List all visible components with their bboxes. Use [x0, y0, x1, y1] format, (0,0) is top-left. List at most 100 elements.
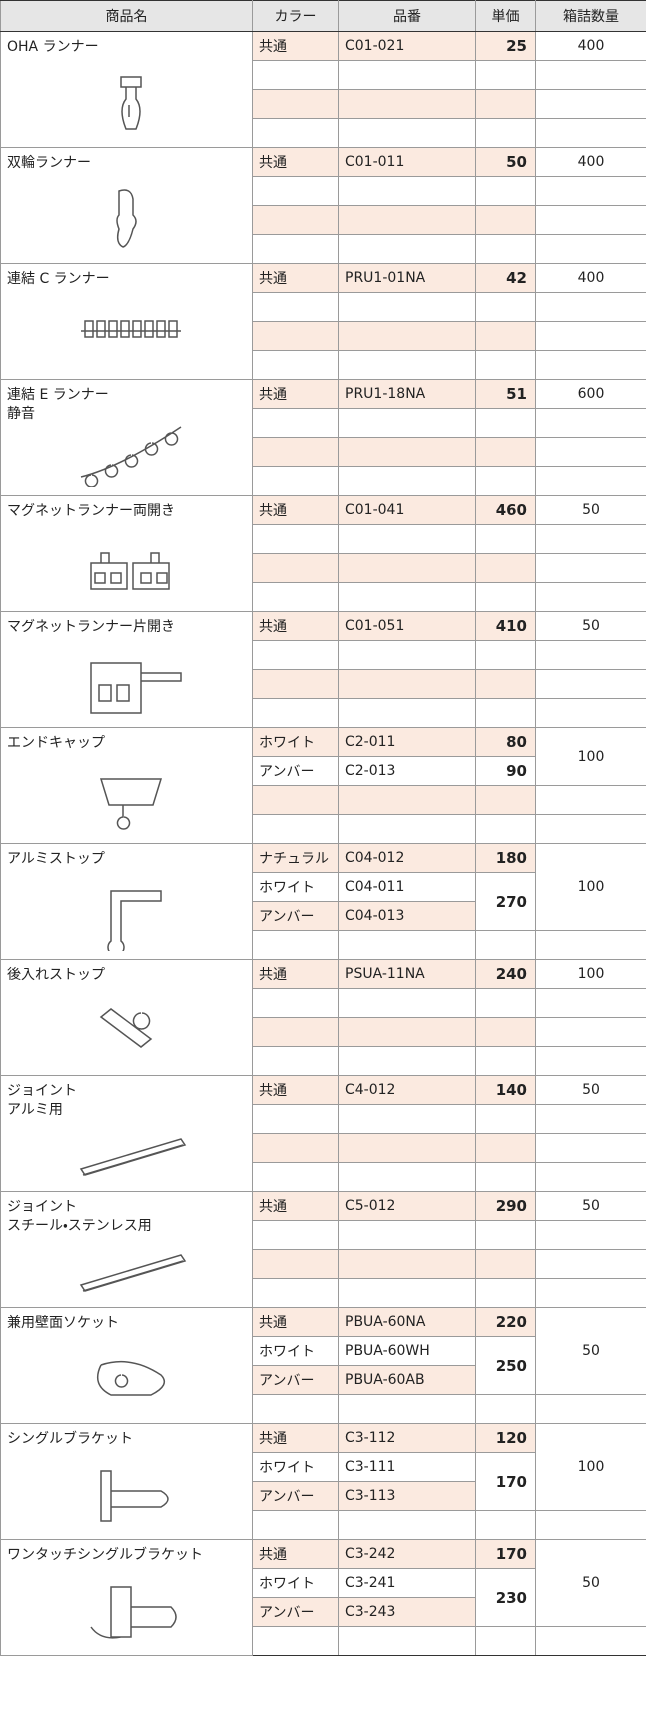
empty-cell [338, 785, 476, 815]
empty-cell [338, 1510, 476, 1540]
color: 共通 [252, 379, 339, 409]
empty-cell [338, 553, 476, 583]
color: ホワイト [252, 1336, 339, 1366]
color: 共通 [252, 1539, 339, 1569]
empty-cell [475, 350, 536, 380]
column-header: 箱詰数量 [535, 0, 646, 32]
empty-cell [535, 176, 646, 206]
empty-cell [252, 988, 339, 1018]
empty-cell [252, 1626, 339, 1656]
empty-cell [338, 1046, 476, 1076]
table-row [1, 988, 646, 1018]
empty-cell [475, 582, 536, 612]
empty-cell [475, 1249, 536, 1279]
unit-price: 220 [475, 1307, 536, 1337]
empty-cell [535, 89, 646, 119]
product-code: C3-242 [338, 1539, 476, 1569]
unit-price: 180 [475, 843, 536, 873]
table-row: アンバー C04-013 [1, 901, 646, 931]
product-name: 連結 C ランナー [7, 271, 110, 287]
empty-cell [252, 1104, 339, 1134]
product-name: スチール・ステンレス用 [7, 1218, 152, 1234]
color: ホワイト [252, 872, 339, 902]
empty-cell [252, 118, 339, 148]
product-code: C5-012 [338, 1191, 476, 1221]
empty-cell [252, 350, 339, 380]
empty-cell [535, 292, 646, 322]
product-illustration [90, 1586, 177, 1639]
empty-cell [535, 814, 646, 844]
illustration-line [99, 1008, 153, 1048]
unit-price: 410 [475, 611, 536, 641]
empty-cell [535, 1220, 646, 1250]
empty-cell [535, 524, 646, 554]
table-row [1, 1626, 646, 1656]
table-row: ホワイト C04-011 270 [1, 872, 646, 931]
table-row [1, 1162, 646, 1192]
box-quantity: 400 [535, 31, 646, 61]
product-name-cell: ジョイント スチール・ステンレス用 [0, 1191, 253, 1308]
unit-price: 50 [475, 147, 536, 177]
table-row: シングルブラケット 共通 C3-112 120 100 [0, 1423, 646, 1540]
empty-cell [475, 60, 536, 90]
table-row: アンバー C2-013 90 [1, 756, 646, 786]
table-row: ジョイント スチール・ステンレス用 共通 C5-012 290 50 [0, 1191, 646, 1308]
empty-cell [252, 640, 339, 670]
empty-cell [535, 1104, 646, 1134]
empty-cell [535, 437, 646, 467]
empty-cell [475, 988, 536, 1018]
illustration-line [120, 76, 142, 130]
table-row [1, 1249, 646, 1279]
product-illustration [90, 662, 182, 714]
empty-cell [338, 1249, 476, 1279]
empty-cell [338, 205, 476, 235]
empty-cell [338, 1220, 476, 1250]
product-code: C01-041 [338, 495, 476, 525]
color: 共通 [252, 959, 339, 989]
table-row [1, 118, 646, 148]
product-illustration [81, 320, 181, 338]
empty-cell [475, 205, 536, 235]
table-row [1, 1510, 646, 1540]
unit-price: 25 [475, 31, 536, 61]
box-quantity: 100 [535, 727, 646, 786]
empty-cell [475, 292, 536, 322]
empty-cell [338, 118, 476, 148]
product-code: C3-113 [338, 1481, 476, 1511]
empty-cell [338, 321, 476, 351]
empty-cell [535, 1017, 646, 1047]
product-illustration [90, 552, 170, 590]
box-quantity: 400 [535, 263, 646, 293]
empty-cell [475, 1104, 536, 1134]
product-code: C3-111 [338, 1452, 476, 1482]
product-name: エンドキャップ [7, 735, 105, 751]
empty-cell [475, 524, 536, 554]
box-quantity: 600 [535, 379, 646, 409]
unit-price: 240 [475, 959, 536, 989]
empty-cell [535, 205, 646, 235]
empty-cell [338, 89, 476, 119]
table-row: 双輪ランナー 共通 C01-011 50 400 [0, 147, 646, 264]
empty-cell [252, 176, 339, 206]
product-name-cell: 連結 E ランナー 静音 [0, 379, 253, 496]
empty-cell [338, 350, 476, 380]
product-illustration [96, 1360, 166, 1396]
product-code: PBUA-60WH [338, 1336, 476, 1366]
empty-cell [338, 1394, 476, 1424]
empty-cell [252, 1017, 339, 1047]
product-name: 兼用壁面ソケット [7, 1315, 119, 1331]
empty-cell [535, 1249, 646, 1279]
table-row: マグネットランナー両開き 共通 C01-041 460 50 [0, 495, 646, 612]
illustration-line [107, 890, 162, 951]
box-quantity: 50 [535, 1539, 646, 1627]
color: 共通 [252, 1191, 339, 1221]
empty-cell [475, 1133, 536, 1163]
illustration-line [79, 1254, 187, 1292]
product-name-cell: 双輪ランナー [0, 147, 253, 264]
table-row: ジョイント アルミ用 共通 C4-012 140 50 [0, 1075, 646, 1192]
table-row [1, 669, 646, 699]
product-code: C2-011 [338, 727, 476, 757]
product-illustration [99, 778, 163, 830]
empty-cell [475, 1510, 536, 1540]
table-row [1, 1046, 646, 1076]
